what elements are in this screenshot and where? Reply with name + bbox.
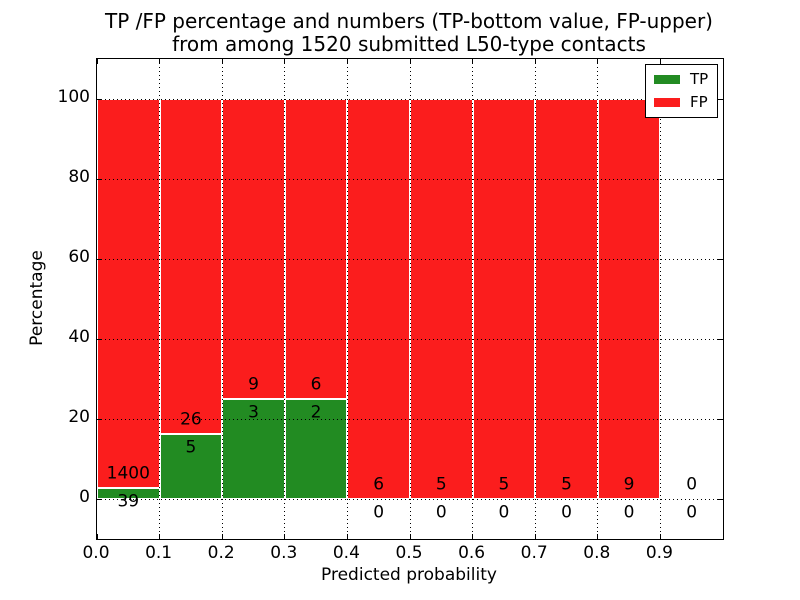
y-tick-mark: [97, 178, 102, 180]
fp-count-label: 5: [498, 474, 510, 495]
y-tick-mark: [718, 258, 723, 260]
x-tick-label: 0.5: [395, 543, 423, 563]
tp-count-label: 0: [435, 502, 447, 523]
legend: TP FP: [645, 64, 719, 118]
tp-count-label: 5: [185, 437, 197, 458]
tp-count-label: 39: [117, 491, 140, 512]
x-tick-mark: [659, 59, 661, 64]
x-tick-mark: [96, 59, 98, 64]
x-tick-mark: [221, 534, 223, 539]
vertical-gridline: [284, 59, 286, 539]
bar-fp-segment: [535, 99, 598, 499]
y-tick-label: 40: [68, 327, 90, 347]
x-tick-mark: [534, 534, 536, 539]
bar-fp-segment: [597, 99, 661, 499]
x-tick-mark: [221, 59, 223, 64]
x-tick-mark: [159, 59, 161, 64]
y-tick-mark: [97, 98, 102, 100]
bar-fp-segment: [159, 99, 223, 435]
chart-title: TP /FP percentage and numbers (TP-bottom…: [96, 10, 722, 56]
vertical-gridline: [534, 59, 536, 539]
fp-count-label: 26: [180, 409, 202, 430]
fp-count-label: 5: [435, 474, 447, 495]
fp-count-label: 1400: [106, 463, 150, 484]
legend-label-fp: FP: [690, 93, 708, 111]
bar-fp-segment: [410, 99, 473, 499]
x-tick-label: 0.4: [332, 543, 360, 563]
y-tick-label: 20: [68, 407, 90, 427]
y-tick-label: 80: [68, 167, 90, 187]
x-tick-mark: [284, 59, 286, 64]
vertical-gridline: [659, 59, 661, 539]
legend-swatch-tp-icon: [654, 75, 680, 84]
y-tick-label: 100: [57, 87, 90, 107]
tp-count-label: 3: [248, 402, 259, 423]
fp-count-label: 6: [310, 374, 322, 395]
bar-fp-segment: [347, 99, 410, 499]
x-tick-mark: [534, 59, 536, 64]
x-tick-label: 0.2: [207, 543, 235, 563]
y-tick-label: 60: [68, 247, 90, 267]
y-tick-label: 0: [79, 487, 90, 507]
x-tick-mark: [409, 534, 411, 539]
y-tick-mark: [718, 498, 723, 500]
x-tick-mark: [472, 59, 474, 64]
x-tick-mark: [284, 534, 286, 539]
bar-fp-segment: [97, 99, 160, 489]
x-tick-mark: [159, 534, 161, 539]
vertical-gridline: [221, 59, 223, 539]
tp-count-label: 0: [623, 502, 635, 523]
fp-count-label: 9: [248, 374, 259, 395]
tp-count-label: 0: [686, 502, 698, 523]
y-tick-mark: [718, 338, 723, 340]
tp-count-label: 0: [373, 502, 385, 523]
x-tick-mark: [597, 534, 599, 539]
bar-fp-segment: [472, 99, 536, 499]
x-tick-mark: [346, 59, 348, 64]
chart-title-line1: TP /FP percentage and numbers (TP-bottom…: [105, 9, 713, 33]
vertical-gridline: [597, 59, 599, 539]
bar-fp-segment: [222, 99, 285, 399]
fp-count-label: 6: [373, 474, 385, 495]
y-tick-mark: [718, 178, 723, 180]
legend-item-tp: TP: [654, 72, 708, 87]
vertical-gridline: [346, 59, 348, 539]
y-tick-mark: [97, 338, 102, 340]
plot-area: 1400 39 26 5 9 3 6 2 6 0 5 0 5 0 5 0 9 0 0 0: [96, 58, 724, 540]
x-tick-label: 0.0: [82, 543, 110, 563]
vertical-gridline: [409, 59, 411, 539]
y-tick-mark: [718, 98, 723, 100]
x-tick-label: 0.7: [520, 543, 548, 563]
chart-title-line2: from among 1520 submitted L50-type conta…: [172, 32, 646, 56]
x-tick-mark: [346, 534, 348, 539]
y-tick-mark: [718, 418, 723, 420]
vertical-gridline: [159, 59, 161, 539]
tp-count-label: 0: [498, 502, 510, 523]
y-tick-mark: [97, 258, 102, 260]
x-axis-label: Predicted probability: [321, 565, 497, 585]
x-tick-mark: [96, 534, 98, 539]
bar-fp-segment: [284, 99, 348, 399]
x-tick-label: 0.6: [458, 543, 486, 563]
y-tick-mark: [97, 418, 102, 420]
x-tick-label: 0.3: [270, 543, 298, 563]
x-tick-mark: [409, 59, 411, 64]
x-tick-mark: [597, 59, 599, 64]
x-tick-label: 0.8: [583, 543, 611, 563]
legend-item-fp: FP: [654, 95, 708, 110]
y-tick-mark: [97, 498, 102, 500]
x-tick-label: 0.1: [145, 543, 173, 563]
tp-count-label: 0: [561, 502, 572, 523]
vertical-gridline: [472, 59, 474, 539]
legend-swatch-fp-icon: [654, 98, 680, 107]
tp-count-label: 2: [310, 402, 322, 423]
fp-count-label: 5: [561, 474, 572, 495]
fp-count-label: 9: [623, 474, 635, 495]
x-tick-mark: [659, 534, 661, 539]
x-tick-mark: [472, 534, 474, 539]
x-tick-label: 0.9: [645, 543, 673, 563]
fp-count-label: 0: [686, 474, 698, 495]
legend-label-tp: TP: [690, 70, 709, 88]
